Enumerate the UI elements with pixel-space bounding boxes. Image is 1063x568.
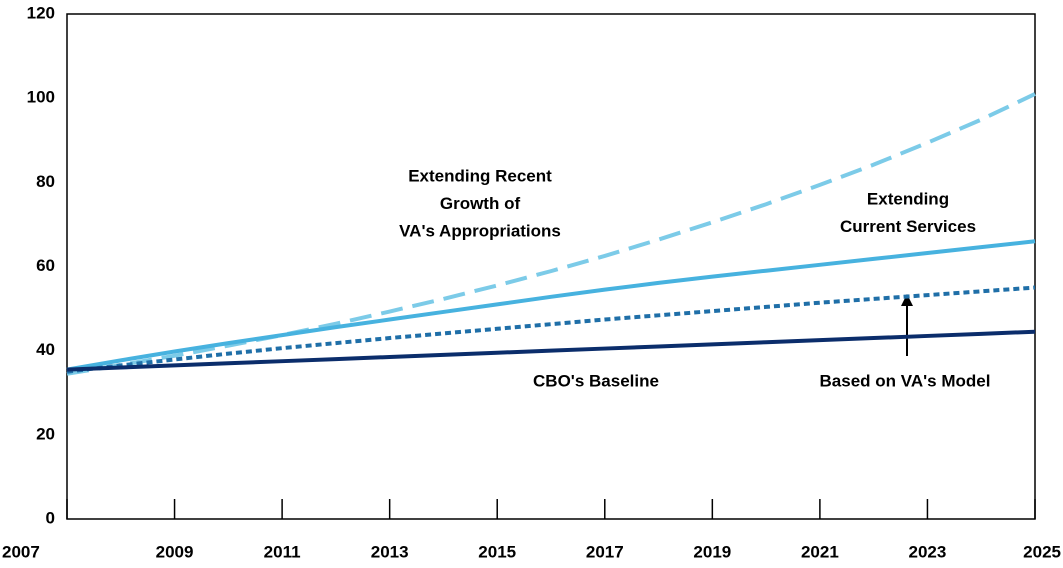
annotation: VA's Appropriations	[399, 221, 561, 240]
y-tick-label: 60	[36, 256, 55, 275]
y-tick-label: 40	[36, 340, 55, 359]
annotation: Current Services	[840, 217, 976, 236]
x-tick-label: 2015	[478, 542, 516, 561]
annotation: Based on VA's Model	[820, 371, 991, 390]
annotation: Growth of	[440, 194, 521, 213]
x-tick-label: 2017	[586, 542, 624, 561]
plot-frame	[66, 13, 1036, 520]
x-tick-label: 2025	[1023, 542, 1061, 561]
x-tick-label: 2007	[2, 542, 40, 561]
y-tick-label: 0	[46, 508, 55, 527]
y-tick-label: 100	[27, 88, 55, 107]
series-line	[66, 285, 1036, 374]
y-tick-label: 120	[27, 3, 55, 22]
series-line	[66, 92, 1036, 376]
x-tick-label: 2023	[909, 542, 947, 561]
x-tick-label: 2013	[371, 542, 409, 561]
annotation: Extending	[867, 189, 949, 208]
x-tick-label: 2011	[264, 542, 301, 561]
series-line	[66, 329, 1036, 372]
y-tick-label: 20	[36, 424, 55, 443]
y-tick-label: 80	[36, 172, 55, 191]
x-tick-label: 2009	[156, 542, 194, 561]
x-tick-label: 2021	[801, 542, 839, 561]
x-tick-label: 2019	[693, 542, 731, 561]
annotation: Extending Recent	[408, 166, 552, 185]
annotation: CBO's Baseline	[533, 371, 659, 390]
series-line	[66, 239, 1036, 372]
